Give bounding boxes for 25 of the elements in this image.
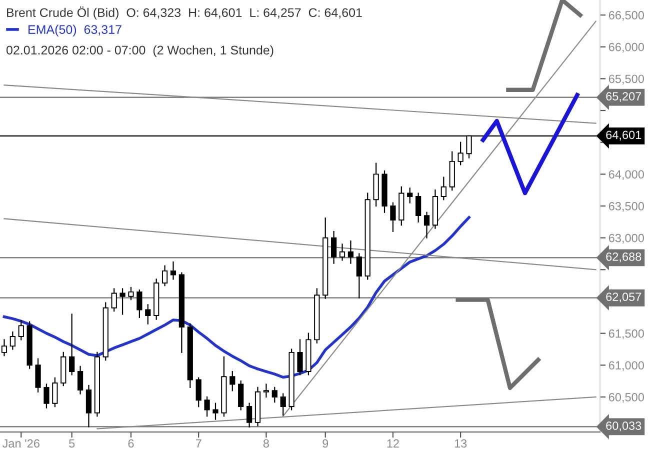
annotation: 02.01.2026 02:00 - 07:00 (2 Wochen, 1 Stunde) [6,45,274,58]
x-tick-label: 12 [387,439,399,448]
y-tick-label: 63,500 [608,202,644,212]
legend-label: EMA(50) 63,317 [28,24,122,36]
y-tick-label: 66,500 [608,11,644,21]
y-tick-label: 60,500 [608,393,644,403]
x-tick-label: Jan '26 [2,439,40,448]
y-tick-label: 65,500 [608,74,644,84]
y-tick-label: 64,000 [608,170,644,180]
chart-title: Brent Crude Öl (Bid) O: 64,323 H: 64,601 L: 64,257 C: 64,601 [7,6,362,20]
ref-line-label: 60,033 [606,422,642,432]
y-tick-label: 61,500 [608,329,644,340]
x-tick-label: 7 [196,439,202,448]
x-tick-label: 9 [322,439,328,448]
x-tick-label: 13 [454,439,467,448]
ref-line-label: 64,601 [606,130,642,140]
x-tick-label: 8 [263,439,269,448]
ref-line-label: 62,688 [606,252,642,262]
x-tick-label: 5 [69,439,75,448]
x-tick-label: 6 [128,439,134,448]
ref-line-label: 65,207 [606,92,642,102]
y-tick-label: 63,000 [608,234,644,244]
y-tick-label: 66,000 [608,42,644,53]
y-tick-label: 61,000 [608,361,644,371]
ref-line-label: 62,057 [606,292,642,302]
